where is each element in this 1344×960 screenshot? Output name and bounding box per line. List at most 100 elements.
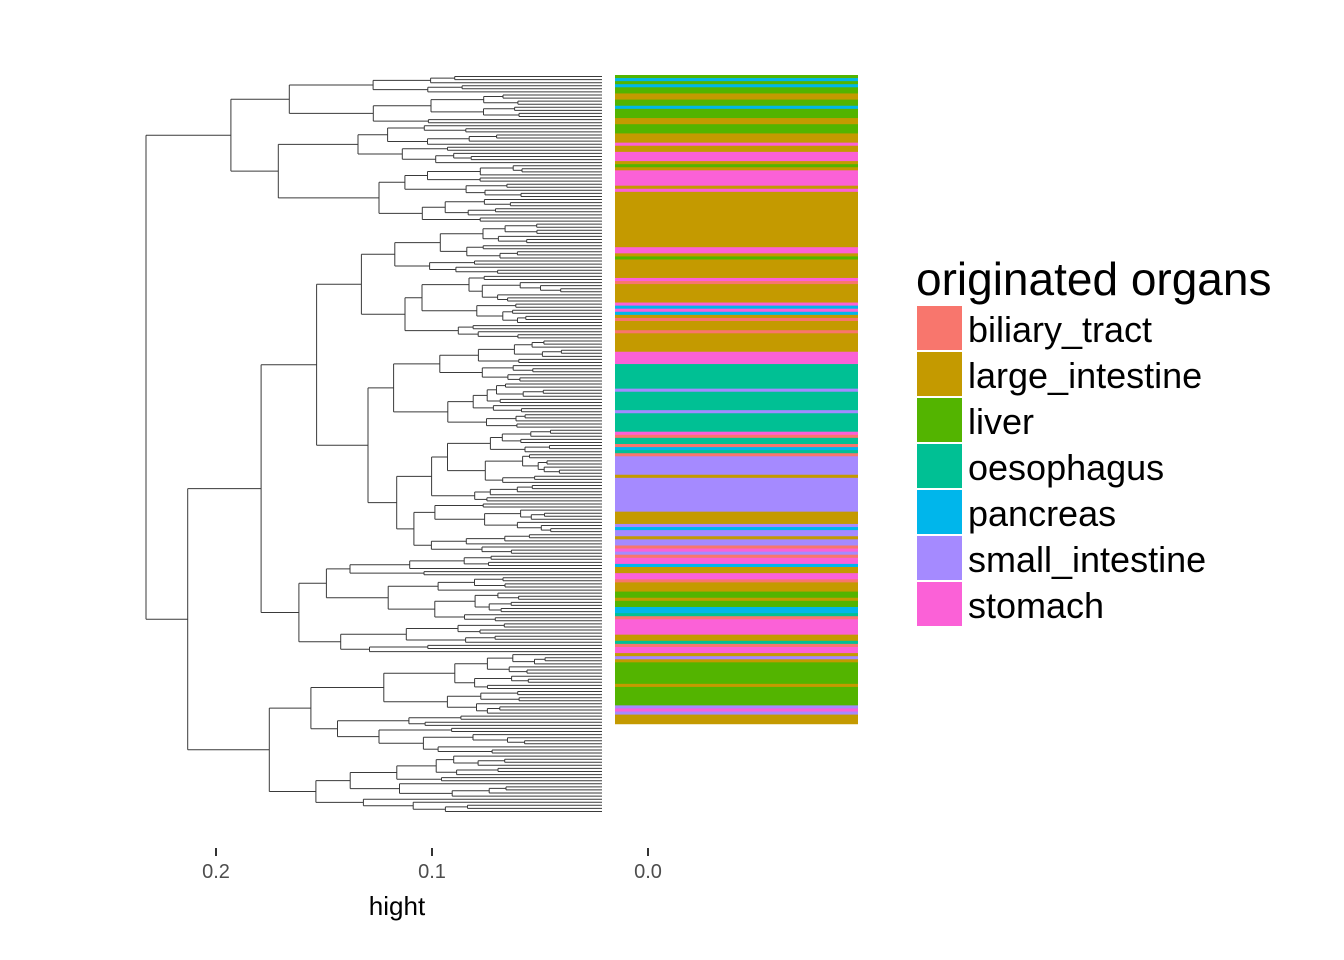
legend-swatch [917,582,962,626]
heatmap-cell-stomach [615,708,858,712]
legend-title: originated organs [916,253,1271,305]
heatmap-cell-large_intestine [615,161,858,165]
heatmap-cell-stomach [615,151,858,162]
x-tick-label: 0.2 [202,861,230,883]
heatmap-cell-oesophagus [615,437,858,445]
heatmap-cell-pancreas [615,527,858,531]
heatmap-cell-liver [615,164,858,168]
legend-swatch [917,490,962,534]
heatmap-cell-liver [615,81,858,85]
heatmap-cell-large_intestine [615,714,858,725]
heatmap-cell-biliary_tract [615,434,858,439]
heatmap-cell-liver [615,99,858,107]
legend-label: oesophagus [968,447,1164,488]
legend-label: large_intestine [968,355,1202,396]
heatmap-cell-biliary_tract [615,281,858,285]
heatmap-cell-large_intestine [615,536,858,540]
heatmap-cell-pancreas [615,305,858,310]
heatmap-cell-large_intestine [615,321,858,331]
heatmap-cell-oesophagus [615,613,858,617]
heatmap-cell-small_intestine [615,656,858,660]
heatmap-cell-large_intestine [615,567,858,574]
heatmap-cell-small_intestine [615,539,858,546]
heatmap-cell-large_intestine [615,634,858,642]
heatmap-cell-pancreas [615,84,858,88]
heatmap-cell-small_intestine [615,388,858,393]
heatmap-cell-stomach [615,302,858,307]
heatmap-cell-large_intestine [615,93,858,100]
heatmap-cell-oesophagus [615,640,858,645]
heatmap-cell-pancreas [615,606,858,614]
heatmap-cell-large_intestine [615,597,858,602]
heatmap-cell-biliary_tract [615,579,858,583]
heatmap-cell-oesophagus [615,391,858,411]
heatmap-cell-biliary_tract [615,554,858,559]
heatmap-cell-large_intestine [615,191,858,248]
heatmap-cell-liver [615,256,858,260]
heatmap-cell-large_intestine [615,284,858,303]
heatmap-cell-pancreas [615,447,858,451]
heatmap-cell-biliary_tract [615,643,858,648]
legend-label: pancreas [968,493,1116,534]
heatmap-cell-liver [615,662,858,685]
legend-label: small_intestine [968,539,1206,580]
heatmap-cell-small_intestine [615,551,858,556]
x-tick-label: 0.1 [418,861,446,883]
heatmap-cell-large_intestine [615,259,858,279]
heatmap-cell-stomach [615,619,858,636]
heatmap-cell-biliary_tract [615,453,858,457]
heatmap-cell-stomach [615,277,858,282]
x-axis-title: hight [369,891,426,921]
heatmap-cell-biliary_tract [615,330,858,334]
legend-label: stomach [968,585,1104,626]
legend-label: liver [968,401,1034,442]
heatmap-cell-stomach [615,573,858,580]
heatmap-cell-large_intestine [615,314,858,319]
heatmap-cell-liver [615,591,858,599]
heatmap-cell-oesophagus [615,450,858,454]
heatmap-cell-liver [615,600,858,608]
heatmap-cell-large_intestine [615,167,858,171]
heatmap-cell-large_intestine [615,333,858,353]
heatmap-cell-pancreas [615,105,858,110]
legend-swatch [917,306,962,350]
heatmap-cell-stomach [615,308,858,313]
heatmap-cell-liver [615,75,858,79]
heatmap-cell-pancreas [615,311,858,316]
heatmap-cell-stomach [615,431,858,436]
heatmap-cell-stomach [615,170,858,187]
heatmap-cell-oesophagus [615,364,858,390]
heatmap-cell-large_intestine [615,133,858,144]
heatmap-cell-stomach [615,142,858,147]
heatmap-cell-biliary_tract [615,317,858,322]
heatmap-cell-pancreas [615,78,858,82]
heatmap-cell-small_intestine [615,523,858,528]
x-axis: 0.2 0.1 0.0 hight [202,848,662,921]
heatmap-cell-small_intestine [615,410,858,414]
heatmap-cell-large_intestine [615,653,858,657]
dendrogram [145,76,602,812]
heatmap-cell-liver [615,686,858,706]
organ-heatmap-strip [615,75,858,725]
x-tick-label: 0.0 [634,861,662,883]
heatmap-cell-liver [615,108,858,119]
heatmap-cell-stomach [615,646,858,654]
legend: originated organs biliary_tract large_int… [916,253,1271,626]
heatmap-cell-small_intestine [615,477,858,513]
heatmap-cell-large_intestine [615,145,858,153]
heatmap-cell-liver [615,124,858,134]
legend-swatch [917,398,962,442]
legend-swatch [917,352,962,396]
legend-label: biliary_tract [968,309,1152,350]
heatmap-cell-oesophagus [615,413,858,433]
heatmap-cell-small_intestine [615,705,858,709]
heatmap-cell-large_intestine [615,474,858,479]
heatmap-cell-liver [615,87,858,94]
heatmap-cell-biliary_tract [615,616,858,620]
heatmap-cell-small_intestine [615,456,858,476]
heatmap-cell-large_intestine [615,683,858,688]
heatmap-cell-biliary_tract [615,444,858,448]
heatmap-cell-large_intestine [615,253,858,257]
heatmap-cell-large_intestine [615,659,858,663]
